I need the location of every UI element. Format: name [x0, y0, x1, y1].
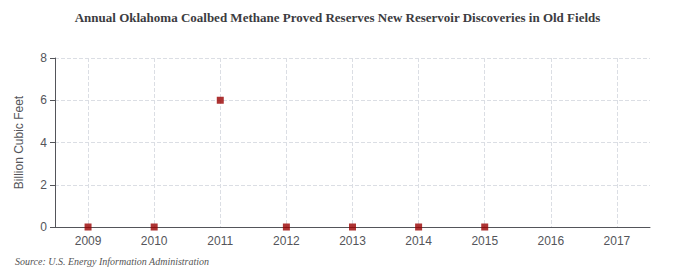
- svg-text:6: 6: [40, 93, 47, 107]
- svg-text:Annual Oklahoma Coalbed Methan: Annual Oklahoma Coalbed Methane Proved R…: [75, 10, 601, 25]
- svg-text:2: 2: [40, 178, 47, 192]
- svg-text:2012: 2012: [273, 234, 300, 248]
- svg-text:0: 0: [40, 220, 47, 234]
- svg-text:2015: 2015: [471, 234, 498, 248]
- svg-text:2010: 2010: [141, 234, 168, 248]
- svg-text:Source: U.S. Energy Informatio: Source: U.S. Energy Information Administ…: [15, 256, 209, 267]
- svg-text:8: 8: [40, 51, 47, 65]
- svg-text:2017: 2017: [604, 234, 631, 248]
- svg-text:2013: 2013: [339, 234, 366, 248]
- svg-text:2009: 2009: [75, 234, 102, 248]
- svg-text:4: 4: [40, 136, 47, 150]
- svg-text:Billion Cubic Feet: Billion Cubic Feet: [12, 95, 26, 189]
- svg-text:2011: 2011: [207, 234, 233, 248]
- svg-text:2014: 2014: [405, 234, 432, 248]
- svg-text:2016: 2016: [537, 234, 564, 248]
